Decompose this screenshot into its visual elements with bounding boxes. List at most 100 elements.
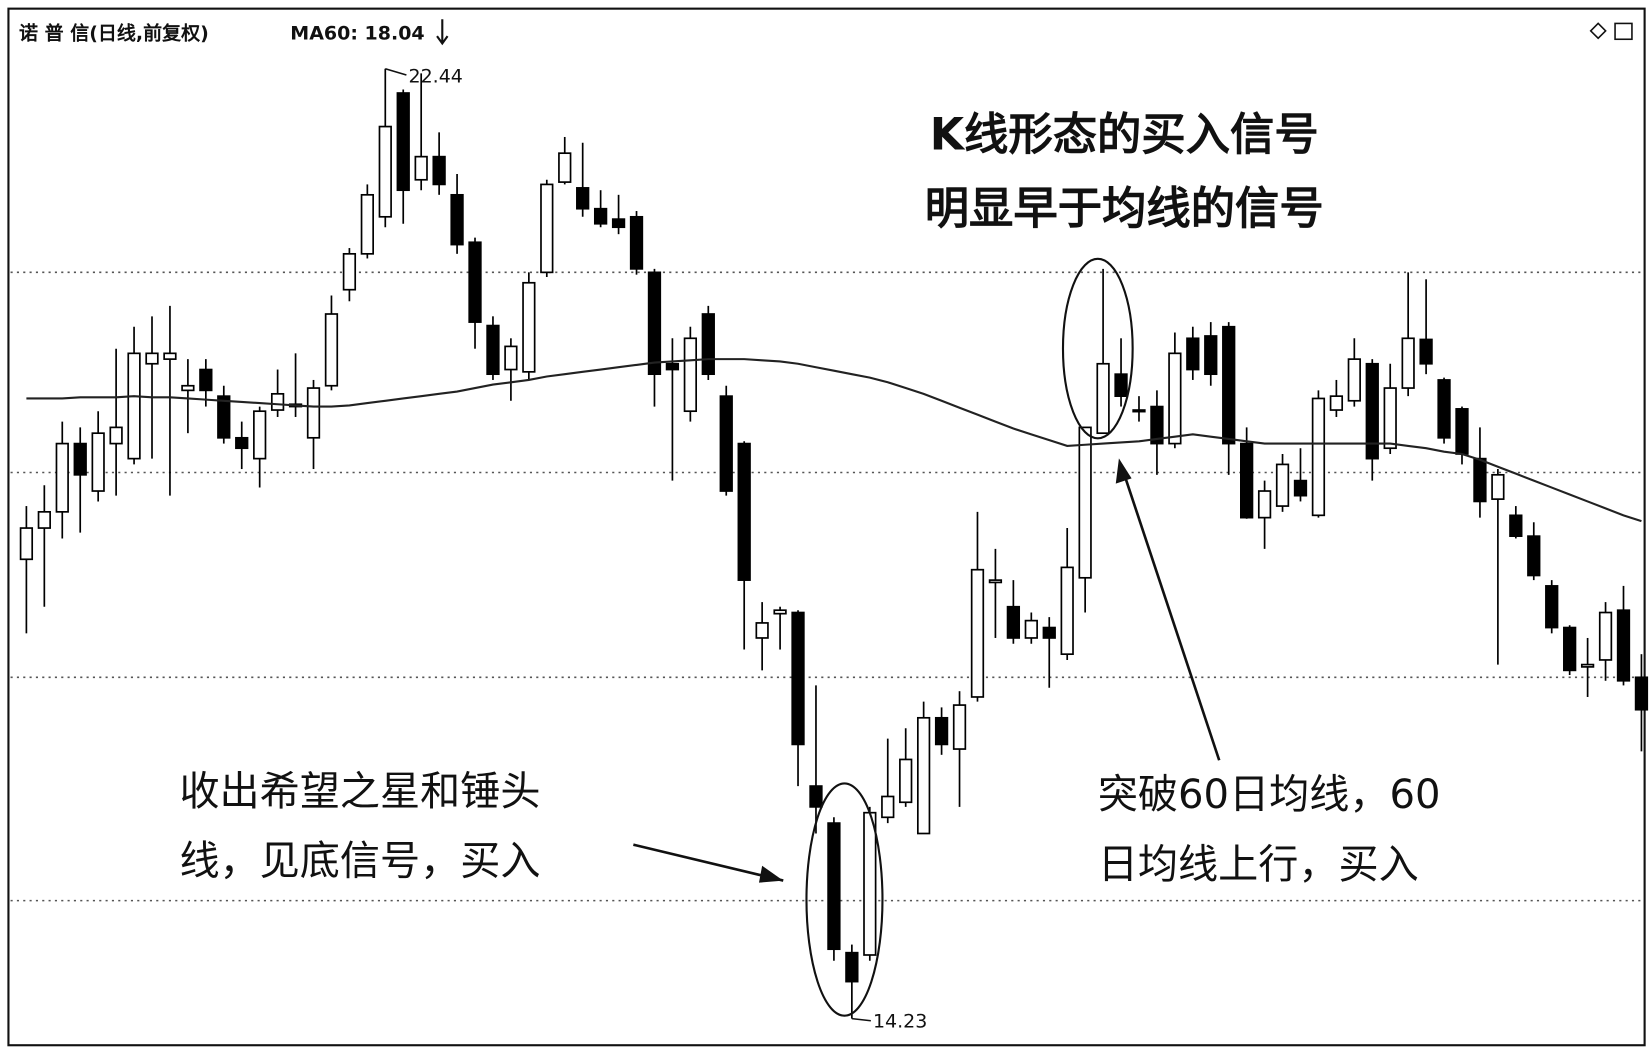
candle-body <box>647 271 662 376</box>
candle-body <box>468 241 482 323</box>
candle-body <box>127 352 141 460</box>
candle-body <box>701 313 715 376</box>
candle-body <box>217 395 231 439</box>
candle-body <box>1473 457 1487 503</box>
candle-body <box>1186 337 1200 371</box>
candle-body <box>540 183 554 274</box>
candle-body <box>1204 335 1218 376</box>
candle-body <box>1006 605 1021 639</box>
candle-body <box>55 442 69 513</box>
candle-body <box>1455 408 1469 455</box>
candle-body <box>899 758 913 804</box>
candle-body <box>1078 426 1092 579</box>
candle-body <box>1401 337 1415 389</box>
candle-body <box>827 822 841 951</box>
high-pointer <box>385 67 407 76</box>
candle-body <box>1616 609 1631 682</box>
candle-body <box>737 442 751 581</box>
candle-body <box>988 579 1003 584</box>
candle-body <box>181 384 195 392</box>
candle-body <box>1275 463 1290 507</box>
candle-body <box>1311 397 1326 517</box>
candle-body <box>504 345 518 371</box>
candle-body <box>1491 473 1505 500</box>
candle-body <box>360 193 374 255</box>
annotation: 明显早于均线的信号 <box>925 183 1324 234</box>
candle-body <box>396 92 410 192</box>
candle-body <box>91 432 105 492</box>
candle-body <box>450 193 464 246</box>
ma60-line <box>26 358 1642 523</box>
candle-body <box>109 426 123 445</box>
candle-body <box>809 785 823 808</box>
candle-body <box>1150 405 1164 445</box>
annotation: 线，见底信号，买入 <box>179 839 540 885</box>
arrow-head <box>1115 458 1132 484</box>
candle-body <box>791 611 805 746</box>
candle-body <box>270 392 285 411</box>
icon <box>1589 22 1607 40</box>
arrow <box>633 843 784 882</box>
candle-body <box>1545 585 1559 629</box>
candle-body <box>324 313 339 387</box>
candle-body <box>486 324 500 376</box>
arrow <box>1119 464 1221 761</box>
candle-body <box>863 811 877 956</box>
candle-body <box>1257 490 1272 519</box>
ma-arrow <box>436 19 449 46</box>
highlight-ellipse <box>1061 257 1134 440</box>
candle-body <box>845 951 859 983</box>
candle-body <box>1240 442 1254 519</box>
candle-body <box>665 362 680 371</box>
candle-body <box>414 155 428 181</box>
candle-body <box>1509 514 1523 537</box>
candle-body <box>1042 626 1056 639</box>
candle-body <box>934 716 949 746</box>
candle-body <box>1060 566 1074 656</box>
candle-body <box>1024 619 1038 639</box>
candle-body <box>1222 325 1236 445</box>
candle-body <box>1580 663 1595 668</box>
annotation: 日均线上行，买入 <box>1098 842 1419 888</box>
candle-body <box>1365 362 1379 460</box>
highlight-ellipse <box>805 782 884 1017</box>
candle-body <box>163 352 177 360</box>
candle-body <box>952 704 967 750</box>
candle-body <box>73 442 87 476</box>
candle-body <box>773 609 787 615</box>
header: 诺 普 信(日线,前复权) <box>19 21 209 44</box>
annotation: K线形态的买入信号 <box>930 109 1319 160</box>
candle-body <box>593 207 608 225</box>
candle-body <box>1114 373 1128 397</box>
low-label: 14.23 <box>873 1010 927 1032</box>
candle-body <box>253 410 267 460</box>
candle-body <box>432 155 446 186</box>
annotation: 收出希望之星和锤头 <box>179 769 540 815</box>
candle-body <box>970 568 985 698</box>
ma-label: MA60: 18.04 <box>290 22 424 44</box>
candle-body <box>755 622 769 639</box>
frame <box>7 7 1646 1047</box>
candles <box>19 68 1649 1019</box>
candle-body <box>19 527 34 561</box>
candle-body <box>37 511 51 529</box>
low-pointer <box>851 1017 871 1022</box>
candle-body <box>881 795 895 819</box>
candle-body <box>1634 676 1649 711</box>
candle-body <box>1527 535 1541 577</box>
icon <box>1614 22 1633 41</box>
candle-body <box>916 716 931 835</box>
candle-body <box>1347 358 1361 402</box>
candle-body <box>629 215 644 270</box>
candle-body <box>522 281 536 373</box>
candle-body <box>576 187 590 210</box>
high-label: 22.44 <box>409 66 463 88</box>
candle-body <box>1096 362 1110 435</box>
candle-body <box>1383 387 1397 450</box>
candle-body <box>342 252 357 291</box>
candle-body <box>378 125 392 218</box>
candle-body <box>1329 395 1344 411</box>
candle-body <box>145 352 159 365</box>
candle-body <box>235 436 249 450</box>
